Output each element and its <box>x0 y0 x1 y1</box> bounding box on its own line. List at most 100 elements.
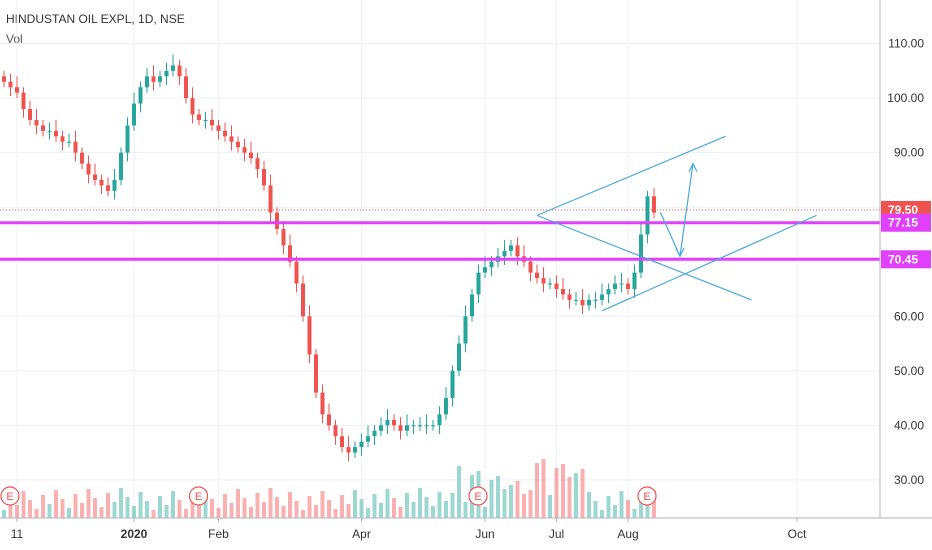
volume-bar <box>632 509 637 518</box>
candle-body <box>177 65 182 77</box>
time-axis[interactable]: 11 2020 Feb Apr Jun Jul Aug Oct <box>0 517 932 550</box>
candle-body <box>21 92 26 110</box>
volume-bar <box>151 510 156 518</box>
volume-bar <box>515 481 520 518</box>
candle-body <box>268 185 273 213</box>
volume-bar <box>158 496 162 518</box>
volume-bar <box>502 489 507 518</box>
volume-bar <box>21 491 26 518</box>
candle-body <box>541 278 546 284</box>
candle-body <box>431 425 435 427</box>
volume-bar <box>411 502 416 518</box>
earnings-marker <box>637 486 657 506</box>
volume-bar <box>112 502 117 518</box>
time-tick-label: Feb <box>208 527 229 541</box>
volume-bar <box>242 498 247 518</box>
volume-bar <box>119 488 123 518</box>
chart-title: HINDUSTAN OIL EXPL, 1D, NSE <box>6 12 185 26</box>
volume-bar <box>171 491 175 518</box>
candle-body <box>151 76 156 82</box>
volume-bar <box>275 497 279 518</box>
volume-bar <box>340 495 344 518</box>
volume-bar <box>132 506 136 518</box>
candle-body <box>210 119 214 126</box>
candle-body <box>99 179 104 186</box>
candle-body <box>86 163 91 175</box>
candle-body <box>229 136 234 142</box>
candle-body <box>561 288 565 295</box>
volume-bar <box>574 473 578 518</box>
volume-bar <box>138 492 143 518</box>
volume-bar <box>281 506 286 518</box>
candle-body <box>164 70 169 77</box>
candle-body <box>340 436 344 448</box>
volume-bar <box>437 492 442 518</box>
volume-bar <box>554 468 559 518</box>
candle-body <box>203 119 208 121</box>
candle-body <box>190 98 195 115</box>
volume-bar <box>333 509 338 518</box>
candle-body <box>327 414 331 426</box>
price-label-box <box>881 250 931 269</box>
volume-bar <box>54 490 58 518</box>
candle-body <box>236 141 240 148</box>
price-axis-bg <box>880 0 932 550</box>
volume-bar <box>535 463 539 518</box>
volume-bar <box>99 507 104 518</box>
volume-bar <box>561 464 565 518</box>
volume-bar <box>327 500 331 518</box>
candle-body <box>483 267 487 273</box>
volume-bar <box>522 494 526 518</box>
price-axis[interactable]: 110.00100.0090.0080.0070.0060.0050.0040.… <box>879 0 932 550</box>
volume-bar <box>398 507 403 518</box>
volume-bar <box>405 493 409 518</box>
candle-body <box>372 430 377 437</box>
price-tick-label: 110.00 <box>888 37 924 51</box>
volume-bar <box>34 509 39 518</box>
volume-bar <box>67 508 71 518</box>
candle-body <box>619 283 624 285</box>
volume-bar <box>216 508 221 518</box>
volume-bar <box>145 501 149 518</box>
candle-body <box>73 141 78 153</box>
volume-bar <box>28 500 32 518</box>
candle-body <box>307 316 312 355</box>
volume-bar <box>619 491 624 518</box>
candle-body <box>8 81 13 88</box>
candle-body <box>112 179 117 191</box>
candle-body <box>184 76 188 99</box>
candle-body <box>574 299 578 301</box>
volume-bar <box>418 488 422 518</box>
volume-bar <box>548 495 552 518</box>
candle-body <box>93 174 97 180</box>
upper-channel-line <box>536 135 726 216</box>
volume-bar <box>47 504 52 518</box>
volume-bar <box>606 496 611 518</box>
earnings-marker-label: E <box>474 491 481 503</box>
price-label: 70.45 <box>888 252 918 266</box>
volume-bar <box>450 493 455 518</box>
volume-bar <box>528 490 533 518</box>
candle-body <box>652 196 656 213</box>
volume-indicator-label[interactable]: Vol <box>6 32 23 46</box>
candle-body <box>2 76 6 82</box>
volume-bar <box>190 495 195 518</box>
candle-body <box>138 87 143 104</box>
time-tick-label: Apr <box>352 527 371 541</box>
candle-body <box>418 425 422 427</box>
volume-bar <box>197 504 201 518</box>
volume-bar <box>359 499 364 518</box>
volume-bar <box>249 507 253 518</box>
candle-body <box>528 261 533 273</box>
candle-body <box>15 87 19 93</box>
projection-arrow-up <box>679 163 694 257</box>
candle-body <box>626 283 630 289</box>
candle-body <box>119 152 123 180</box>
candle-body <box>600 294 604 300</box>
arrow-head-down <box>675 247 685 258</box>
price-tick-label: 50.00 <box>894 364 924 378</box>
candle-body <box>125 125 130 153</box>
candle-body <box>359 441 364 448</box>
